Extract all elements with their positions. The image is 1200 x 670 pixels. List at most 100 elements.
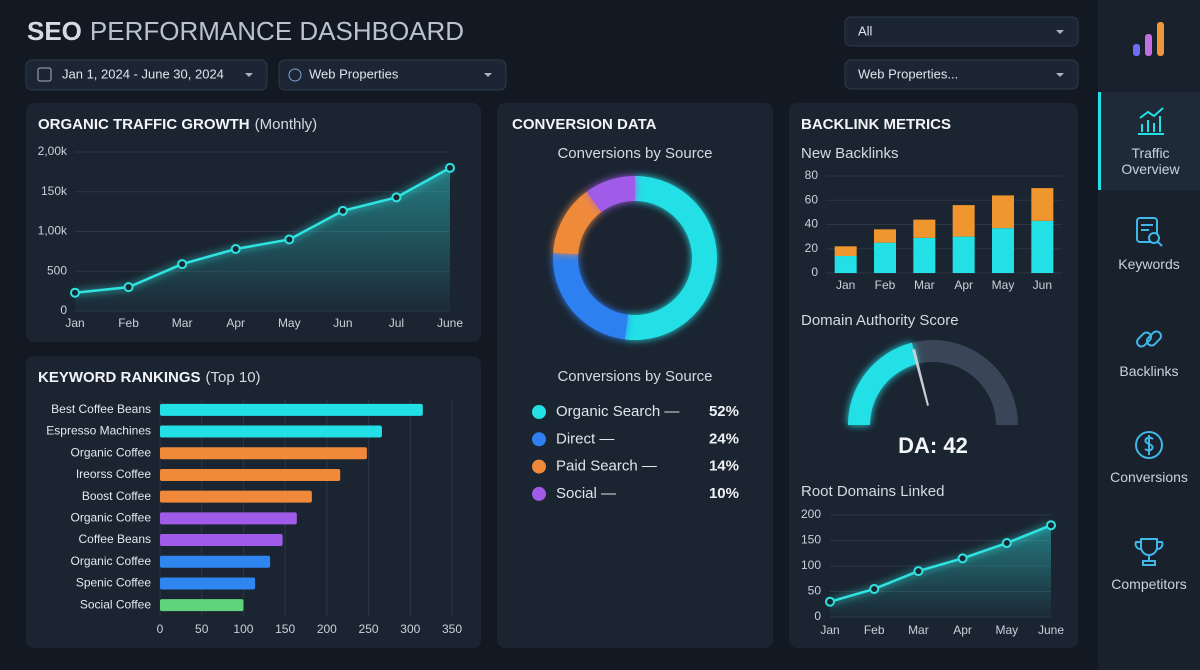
title-text: ORGANIC TRAFFIC GROWTH [38, 116, 250, 133]
x-tick-label: Jan [65, 316, 84, 330]
y-tick-label: 0 [60, 303, 67, 317]
nav-item[interactable]: Traffic Overview [1098, 92, 1200, 190]
y-tick-label: 0 [811, 265, 818, 279]
chart-subtitle: (Monthly) [255, 116, 318, 133]
dropdown-box [278, 59, 507, 91]
x-tick-label: 200 [317, 622, 337, 636]
legend-label: Social — [556, 485, 616, 502]
nav-item[interactable]: Conversions [1098, 428, 1200, 485]
caret [1056, 30, 1064, 34]
y-tick-label: 80 [805, 168, 819, 182]
point [445, 162, 455, 173]
nav-icon [1137, 107, 1164, 135]
point [70, 287, 80, 298]
y-tick-label: Organic Coffee [71, 554, 152, 568]
bar [160, 447, 367, 460]
bar-segment [913, 237, 936, 273]
icon-shape [1146, 330, 1162, 347]
y-tick-label: Spenic Coffee [76, 576, 151, 590]
caret [245, 73, 253, 77]
x-tick-label: Apr [226, 316, 245, 330]
x-tick-label: Jun [1033, 278, 1052, 292]
x-tick-label: 250 [359, 622, 379, 636]
point [230, 243, 241, 254]
legend-value: 14% [709, 458, 739, 475]
page-title: SEO PERFORMANCE DASHBOARD [27, 16, 464, 46]
date-range: Jan 1, 2024 - June 30, 2024 [62, 66, 224, 81]
y-tick-label: Ireorss Coffee [76, 467, 151, 481]
x-tick-label: May [278, 316, 301, 330]
y-tick-label: 200 [801, 507, 821, 521]
nav-icon [1136, 330, 1162, 348]
dropdown-box [25, 59, 268, 91]
dashboard: SEO PERFORMANCE DASHBOARD Jan 1, 2024 - J… [25, 16, 1079, 648]
chart-title: ORGANIC TRAFFIC GROWTH (Monthly) [38, 116, 317, 133]
date-dropdown[interactable]: Jan 1, 2024 - June 30, 2024 [25, 59, 268, 91]
nav-icon [1134, 538, 1164, 566]
caret [484, 73, 492, 77]
chart-subtitle: New Backlinks [801, 145, 899, 162]
logo-bar [1133, 44, 1140, 56]
point [957, 553, 968, 564]
icon-shape [1137, 107, 1164, 135]
bar-segment [834, 246, 857, 257]
point [913, 566, 924, 577]
logo-bar [1145, 34, 1152, 56]
point [869, 583, 880, 594]
bar [160, 577, 256, 590]
segment: All [858, 23, 873, 38]
legend-value: 24% [709, 430, 739, 447]
point [825, 596, 835, 607]
title-bold: SEO [27, 16, 82, 46]
chart-title: KEYWORD RANKINGS (Top 10) [38, 369, 261, 386]
bar-segment [992, 195, 1014, 229]
segment-dropdown[interactable]: All [844, 16, 1079, 47]
y-tick-label: 150 [801, 533, 821, 547]
y-tick-label: Espresso Machines [46, 424, 151, 438]
icon-shape [1144, 435, 1154, 455]
legend-swatch [532, 405, 546, 419]
nav-label: Backlinks [1119, 363, 1179, 379]
bar-segment [874, 229, 896, 243]
x-tick-label: 150 [275, 622, 295, 636]
dropdown-box [844, 16, 1079, 47]
property-select[interactable]: Web Properties... [844, 59, 1079, 90]
point [123, 282, 134, 293]
nav-item[interactable]: Keywords [1098, 215, 1200, 272]
property-dropdown[interactable]: Web Properties [278, 59, 507, 91]
bar-segment [874, 242, 896, 273]
bar-segment [952, 236, 975, 273]
legend-title: Conversions by Source [557, 368, 712, 385]
point [1046, 520, 1056, 531]
y-tick-label: Best Coffee Beans [51, 402, 151, 416]
line [829, 524, 1052, 603]
bar [160, 534, 283, 547]
x-tick-label: June [1038, 623, 1064, 637]
title-text: KEYWORD RANKINGS [38, 369, 201, 386]
dropdown-box [844, 59, 1079, 90]
point [284, 234, 295, 245]
chart-subtitle: (Top 10) [206, 369, 261, 386]
x-tick-label: Apr [953, 623, 972, 637]
bar-segment [952, 205, 975, 237]
line [74, 166, 451, 294]
y-tick-label: Organic Coffee [71, 445, 152, 459]
nav-icon [1136, 217, 1163, 247]
bar-segment [834, 256, 857, 273]
x-tick-label: Jan [836, 278, 855, 292]
nav-item[interactable]: Competitors [1098, 535, 1200, 592]
nav-item[interactable]: Backlinks [1098, 322, 1200, 379]
x-tick-label: June [437, 316, 463, 330]
x-tick-label: May [992, 278, 1015, 292]
x-tick-label: Mar [914, 278, 935, 292]
x-tick-label: 300 [400, 622, 420, 636]
y-tick-label: Social Coffee [80, 597, 151, 611]
y-tick-label: Coffee Beans [79, 532, 152, 546]
y-tick-label: 40 [805, 217, 819, 231]
icon-shape [1148, 232, 1160, 244]
x-tick-label: Apr [954, 278, 973, 292]
bar [160, 468, 341, 481]
caret [1056, 73, 1064, 77]
point [177, 259, 188, 270]
chart-title: Root Domains Linked [801, 483, 944, 500]
